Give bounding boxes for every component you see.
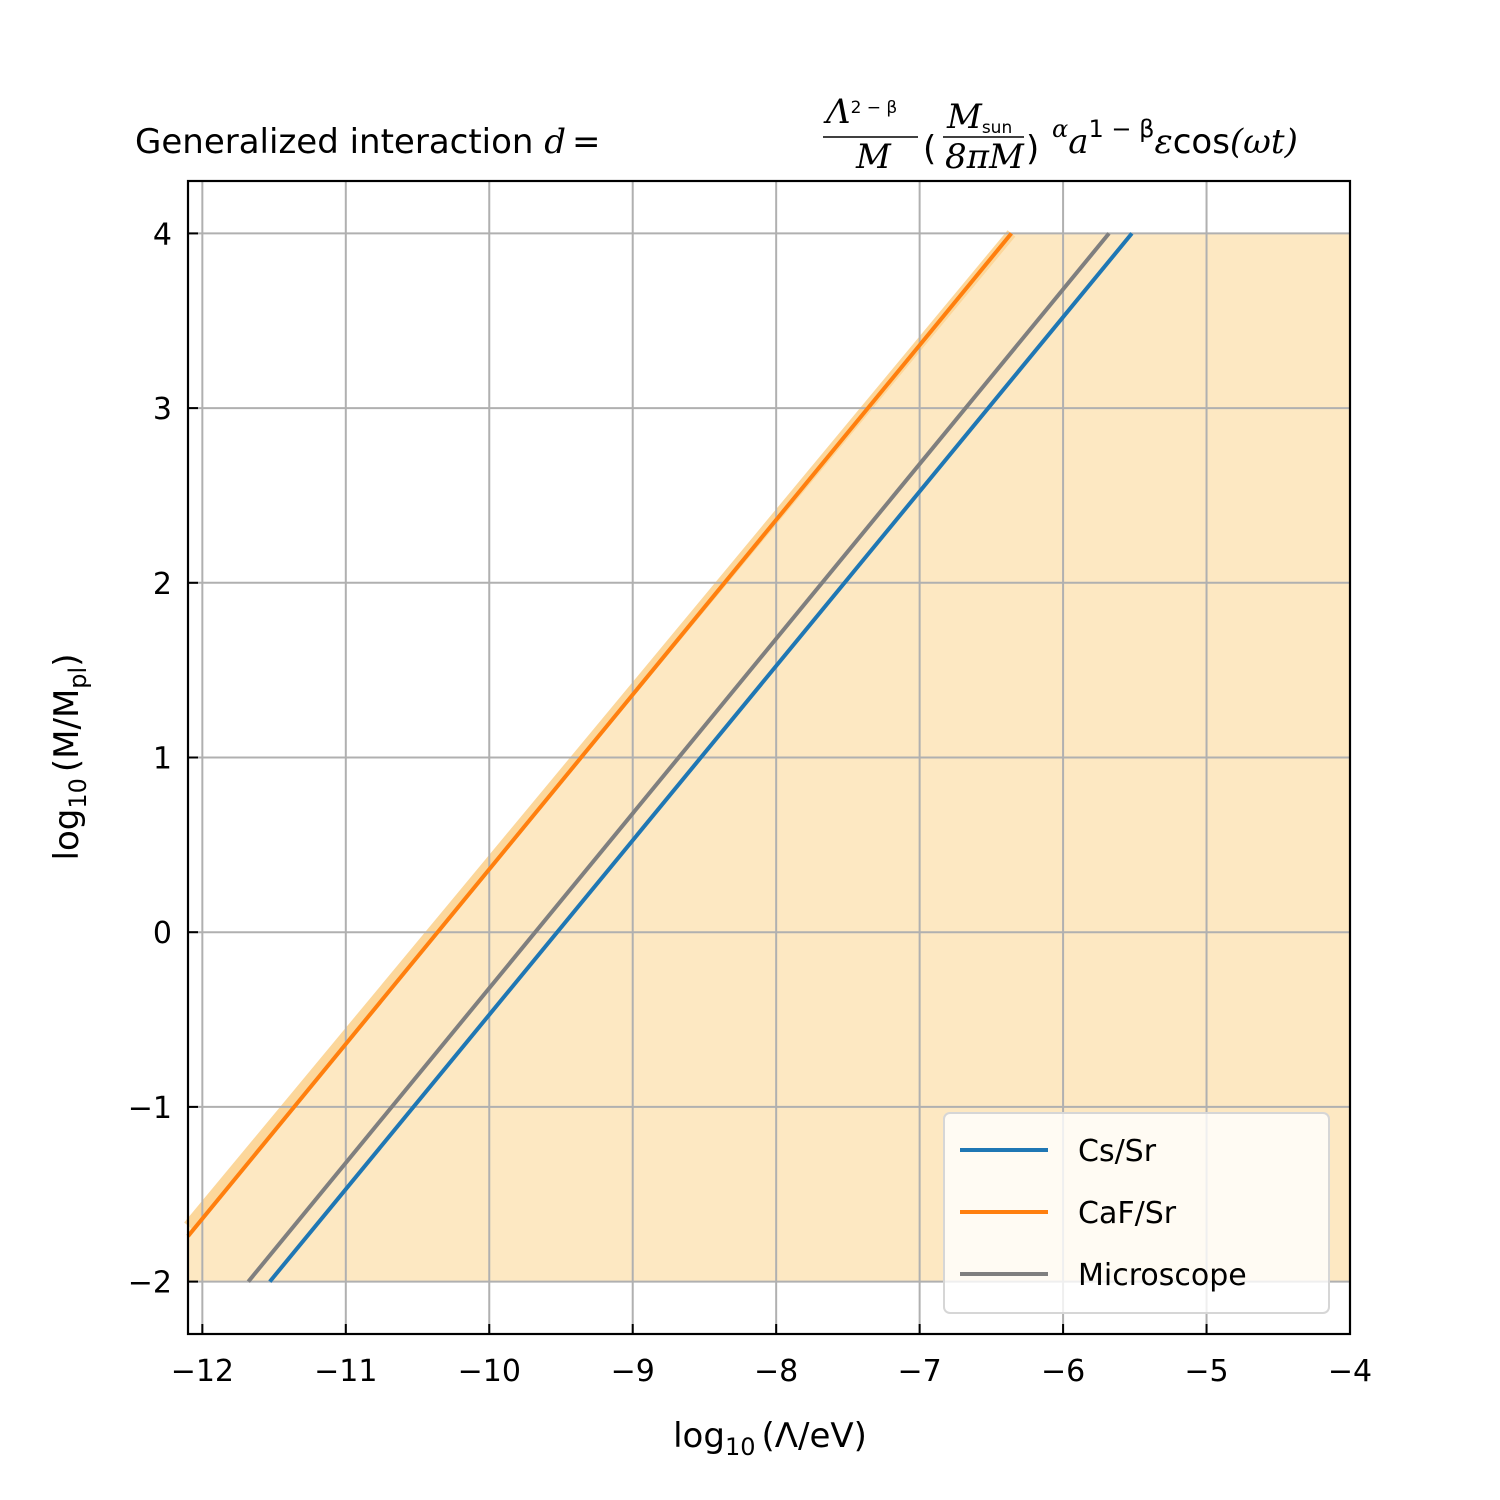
y-tick-label: 3 (153, 392, 172, 427)
x-tick-label: −4 (1328, 1354, 1372, 1389)
title-frac1-den: M (855, 137, 892, 177)
legend-label: CaF/Sr (1078, 1196, 1177, 1231)
x-tick-label: −8 (754, 1354, 798, 1389)
series-line-microscope (246, 232, 1111, 1283)
y-tick-label: 2 (153, 567, 172, 602)
x-tick-label: −7 (898, 1354, 942, 1389)
y-tick-label: −1 (128, 1091, 172, 1126)
title-paren-open: ( (923, 129, 936, 169)
title-prefix: Generalized interaction (135, 122, 544, 162)
series-line-caf-sr (186, 232, 1013, 1238)
x-tick-label: −5 (1184, 1354, 1228, 1389)
title-paren-close: ) (1026, 129, 1039, 169)
legend: Cs/Sr CaF/Sr Microscope (943, 1112, 1330, 1314)
x-tick-label: −6 (1041, 1354, 1085, 1389)
x-axis-label: log10 (Λ/eV) (673, 1416, 867, 1461)
title-frac1-num: Λ2 − β (823, 92, 897, 132)
title-frac2-den: 8πM (945, 137, 1025, 177)
title-a-exponent: 1 − β (1089, 115, 1155, 143)
x-axis-label-sub: 10 (725, 1433, 756, 1461)
x-tick-label: −12 (171, 1354, 234, 1389)
x-tick-label: −10 (458, 1354, 521, 1389)
y-axis-label-sub: 10 (64, 778, 92, 809)
x-axis-label-rest: (Λ/eV) (761, 1416, 866, 1456)
title-msun: M (946, 97, 983, 137)
y-axis-label-rest: (M/M (47, 689, 87, 772)
y-axis-label-sub-pl: pl (64, 667, 92, 689)
x-tick-label: −9 (611, 1354, 655, 1389)
y-axis-label-log: log (47, 809, 87, 861)
title-frac2-num: Msun (946, 97, 1012, 138)
title-a: a (1068, 122, 1088, 162)
legend-box (943, 1112, 1330, 1314)
legend-label: Cs/Sr (1078, 1134, 1157, 1169)
y-axis-label: log10 (M/Mpl) (47, 654, 92, 861)
grid-layer (188, 181, 1350, 1334)
title-cos: cos (1173, 122, 1230, 162)
title-alpha: α (1052, 115, 1068, 143)
title-rest: αa1 − βεcos(ωt) (1052, 115, 1298, 162)
title-lambda: Λ (823, 92, 851, 132)
x-tick-label: −11 (314, 1354, 377, 1389)
chart-title: Generalized interaction d = (135, 122, 601, 162)
y-tick-label: 1 (153, 742, 172, 777)
title-epsilon: ε (1154, 122, 1172, 162)
y-tick-label: −2 (128, 1266, 172, 1301)
title-omega-t: (ωt) (1230, 122, 1298, 162)
y-tick-label: 0 (153, 916, 172, 951)
y-axis-label-close: ) (47, 654, 87, 667)
title-eq: = (572, 122, 601, 162)
title-msun-sub: sun (982, 118, 1012, 138)
y-tick-label: 4 (153, 217, 172, 252)
x-axis-label-log: log (673, 1416, 725, 1456)
legend-label: Microscope (1078, 1258, 1247, 1293)
title-d: d (544, 122, 566, 162)
title-lambda-exponent: 2 − β (851, 98, 898, 118)
series-line-cs-sr (268, 232, 1134, 1283)
series-layer (186, 232, 1134, 1283)
